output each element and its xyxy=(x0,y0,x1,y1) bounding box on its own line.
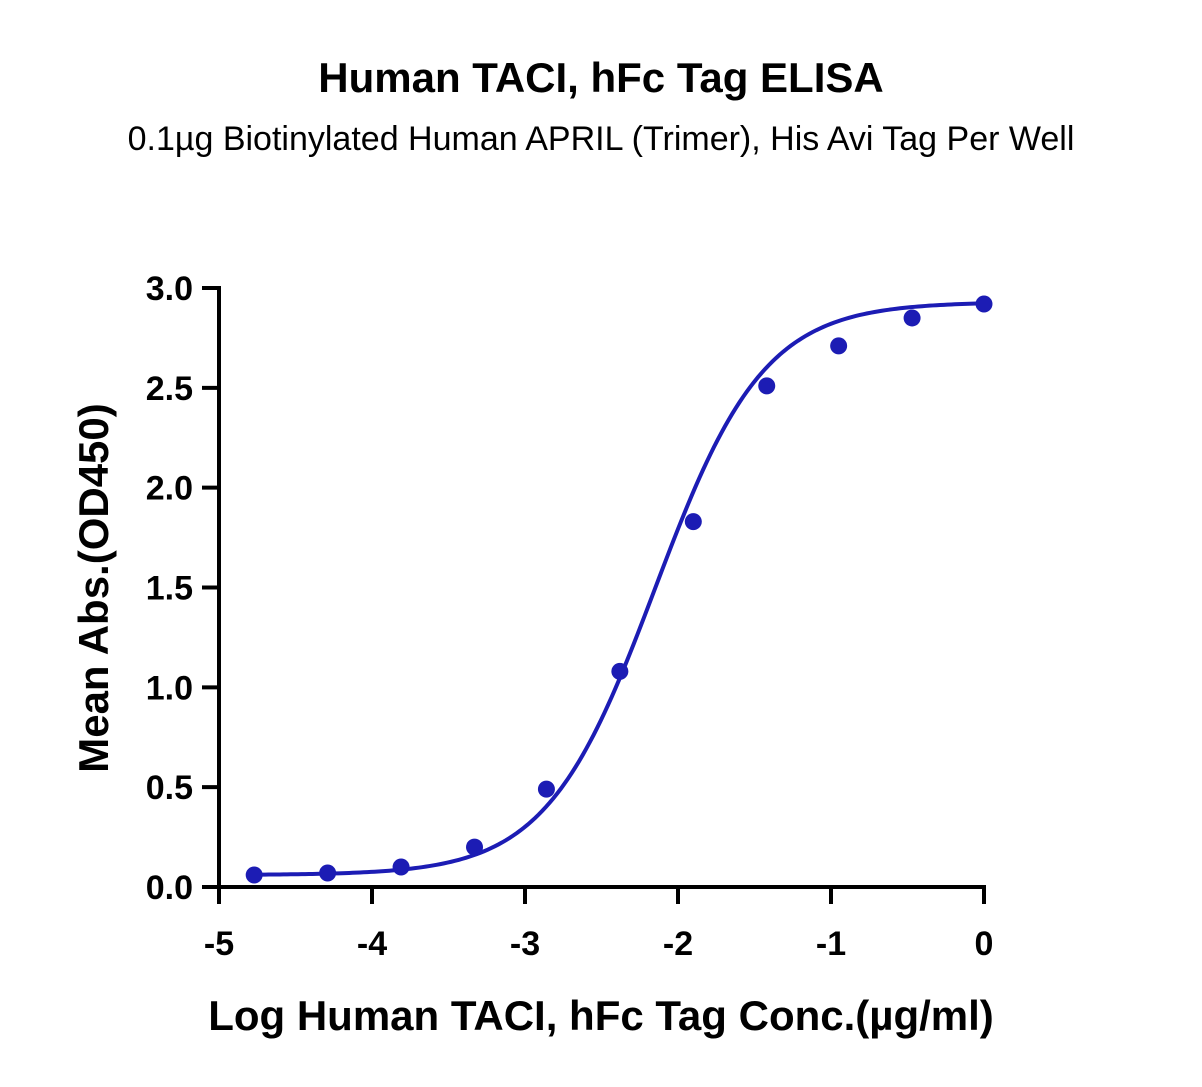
data-point xyxy=(611,662,629,680)
y-tick-label: 0.5 xyxy=(146,769,193,807)
y-tick-label: 2.5 xyxy=(146,370,193,408)
x-tick-label: 0 xyxy=(975,925,994,963)
y-tick-label: 3.0 xyxy=(146,270,193,308)
data-point xyxy=(975,295,993,313)
y-axis-label: Mean Abs.(OD450) xyxy=(70,403,117,773)
x-tick-label: -3 xyxy=(510,925,540,963)
chart-title: Human TACI, hFc Tag ELISA xyxy=(318,54,883,101)
x-tick-label: -2 xyxy=(663,925,693,963)
fit-curve-layer xyxy=(254,301,985,877)
data-point xyxy=(319,864,337,882)
y-tick-label: 2.0 xyxy=(146,470,193,508)
data-points-layer xyxy=(245,295,993,884)
data-point xyxy=(392,858,410,876)
data-point xyxy=(245,866,263,884)
x-tick-label: -1 xyxy=(816,925,846,963)
x-tick-label: -4 xyxy=(357,925,387,963)
data-point xyxy=(903,309,921,327)
data-point xyxy=(830,337,848,355)
y-tick-label: 1.5 xyxy=(146,570,193,608)
x-axis-label: Log Human TACI, hFc Tag Conc.(µg/ml) xyxy=(208,992,994,1039)
x-tick-label: -5 xyxy=(204,925,234,963)
data-point xyxy=(684,513,702,531)
data-point xyxy=(537,780,555,798)
plot-area: 0.0 0.5 1.0 1.5 2.0 2.5 3.0 -5 -4 -3 -2 -1 0 xyxy=(146,270,994,963)
chart-subtitle: 0.1µg Biotinylated Human APRIL (Trimer),… xyxy=(128,120,1075,158)
y-tick-label: 0.0 xyxy=(146,869,193,907)
axes: 0.0 0.5 1.0 1.5 2.0 2.5 3.0 -5 -4 -3 -2 -1 0 xyxy=(146,270,994,963)
y-tick-label: 1.0 xyxy=(146,669,193,707)
fit-curve xyxy=(254,301,985,877)
data-point xyxy=(758,377,776,395)
data-point xyxy=(466,838,484,856)
